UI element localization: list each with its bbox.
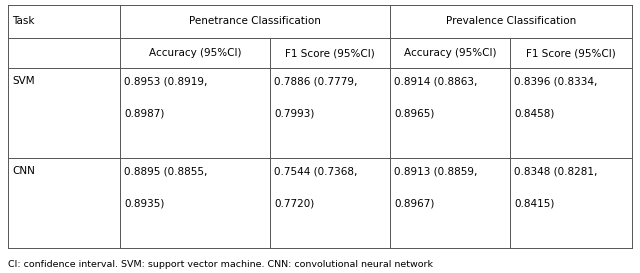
Text: 0.8913 (0.8859,

0.8967): 0.8913 (0.8859, 0.8967) <box>394 166 477 209</box>
Text: Prevalence Classification: Prevalence Classification <box>446 16 576 26</box>
Text: CI: confidence interval. SVM: support vector machine. CNN: convolutional neural : CI: confidence interval. SVM: support ve… <box>8 260 433 269</box>
Text: Task: Task <box>12 16 35 26</box>
Text: 0.7886 (0.7779,

0.7993): 0.7886 (0.7779, 0.7993) <box>274 76 357 119</box>
Text: 0.8895 (0.8855,

0.8935): 0.8895 (0.8855, 0.8935) <box>124 166 207 209</box>
Text: Penetrance Classification: Penetrance Classification <box>189 16 321 26</box>
Text: Accuracy (95%CI): Accuracy (95%CI) <box>148 48 241 58</box>
Text: SVM: SVM <box>12 76 35 86</box>
Text: CNN: CNN <box>12 166 35 176</box>
Text: Accuracy (95%CI): Accuracy (95%CI) <box>404 48 496 58</box>
Text: F1 Score (95%CI): F1 Score (95%CI) <box>526 48 616 58</box>
Text: 0.8396 (0.8334,

0.8458): 0.8396 (0.8334, 0.8458) <box>514 76 597 119</box>
Text: 0.8953 (0.8919,

0.8987): 0.8953 (0.8919, 0.8987) <box>124 76 207 119</box>
Text: F1 Score (95%CI): F1 Score (95%CI) <box>285 48 375 58</box>
Text: 0.8914 (0.8863,

0.8965): 0.8914 (0.8863, 0.8965) <box>394 76 477 119</box>
Text: 0.8348 (0.8281,

0.8415): 0.8348 (0.8281, 0.8415) <box>514 166 597 209</box>
Text: 0.7544 (0.7368,

0.7720): 0.7544 (0.7368, 0.7720) <box>274 166 357 209</box>
